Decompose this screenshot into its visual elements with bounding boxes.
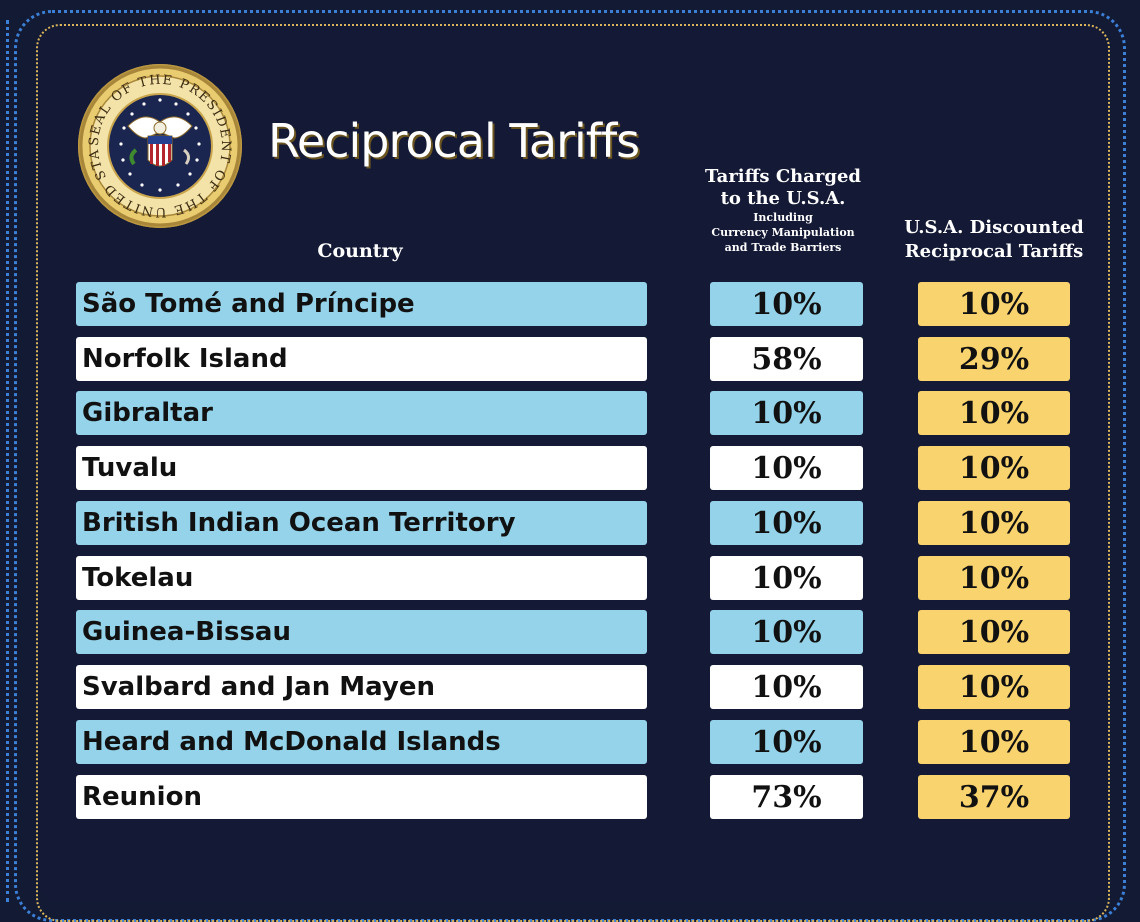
tariff-charged-cell: 10% bbox=[710, 282, 863, 326]
tariff-charged-cell: 10% bbox=[710, 665, 863, 709]
table-row: Heard and McDonald Islands 10% 10% bbox=[0, 720, 1140, 764]
column-header-reciprocal-tariffs: U.S.A. Discounted Reciprocal Tariffs bbox=[892, 216, 1096, 264]
country-cell: Norfolk Island bbox=[76, 337, 647, 381]
table-row: Gibraltar 10% 10% bbox=[0, 391, 1140, 435]
table-row: Guinea-Bissau 10% 10% bbox=[0, 610, 1140, 654]
tariff-charged-cell: 73% bbox=[710, 775, 863, 819]
tariff-charged-cell: 10% bbox=[710, 556, 863, 600]
country-cell: Tokelau bbox=[76, 556, 647, 600]
reciprocal-tariff-cell: 10% bbox=[918, 282, 1070, 326]
reciprocal-tariff-cell: 10% bbox=[918, 556, 1070, 600]
header-charged-sub3: and Trade Barriers bbox=[724, 241, 842, 254]
column-header-country: Country bbox=[317, 240, 403, 262]
header-charged-line1: Tariffs Charged bbox=[704, 166, 861, 187]
page-title: Reciprocal Tariffs bbox=[268, 114, 640, 168]
country-cell: British Indian Ocean Territory bbox=[76, 501, 647, 545]
table-row: São Tomé and Príncipe 10% 10% bbox=[0, 282, 1140, 326]
header-reciprocal-line1: U.S.A. Discounted bbox=[904, 217, 1084, 238]
tariff-charged-cell: 10% bbox=[710, 446, 863, 490]
country-cell: Tuvalu bbox=[76, 446, 647, 490]
country-cell: Heard and McDonald Islands bbox=[76, 720, 647, 764]
country-cell: São Tomé and Príncipe bbox=[76, 282, 647, 326]
reciprocal-tariff-cell: 10% bbox=[918, 610, 1070, 654]
tariff-charged-cell: 10% bbox=[710, 610, 863, 654]
reciprocal-tariff-cell: 10% bbox=[918, 665, 1070, 709]
country-cell: Svalbard and Jan Mayen bbox=[76, 665, 647, 709]
tariff-charged-cell: 10% bbox=[710, 391, 863, 435]
reciprocal-tariff-cell: 37% bbox=[918, 775, 1070, 819]
header-charged-sub1: Including bbox=[753, 211, 813, 224]
presidential-seal-icon: SEAL OF THE PRESIDENT OF THE UNITED STAT… bbox=[78, 64, 242, 228]
table-row: Norfolk Island 58% 29% bbox=[0, 337, 1140, 381]
reciprocal-tariff-cell: 10% bbox=[918, 501, 1070, 545]
country-cell: Guinea-Bissau bbox=[76, 610, 647, 654]
reciprocal-tariff-cell: 10% bbox=[918, 446, 1070, 490]
left-border-edge bbox=[0, 20, 9, 902]
country-cell: Reunion bbox=[76, 775, 647, 819]
header-charged-sub2: Currency Manipulation bbox=[711, 226, 855, 239]
table-row: Tuvalu 10% 10% bbox=[0, 446, 1140, 490]
reciprocal-tariff-cell: 10% bbox=[918, 720, 1070, 764]
column-header-tariffs-charged: Tariffs Charged to the U.S.A. Including … bbox=[690, 166, 876, 255]
tariff-charged-cell: 58% bbox=[710, 337, 863, 381]
header-reciprocal-line2: Reciprocal Tariffs bbox=[904, 241, 1084, 262]
table-row: Tokelau 10% 10% bbox=[0, 556, 1140, 600]
reciprocal-tariff-cell: 10% bbox=[918, 391, 1070, 435]
table-row: Svalbard and Jan Mayen 10% 10% bbox=[0, 665, 1140, 709]
tariff-charged-cell: 10% bbox=[710, 720, 863, 764]
table-row: British Indian Ocean Territory 10% 10% bbox=[0, 501, 1140, 545]
header-charged-line2: to the U.S.A. bbox=[720, 188, 846, 209]
tariff-charged-cell: 10% bbox=[710, 501, 863, 545]
reciprocal-tariff-cell: 29% bbox=[918, 337, 1070, 381]
table-row: Reunion 73% 37% bbox=[0, 775, 1140, 819]
country-cell: Gibraltar bbox=[76, 391, 647, 435]
